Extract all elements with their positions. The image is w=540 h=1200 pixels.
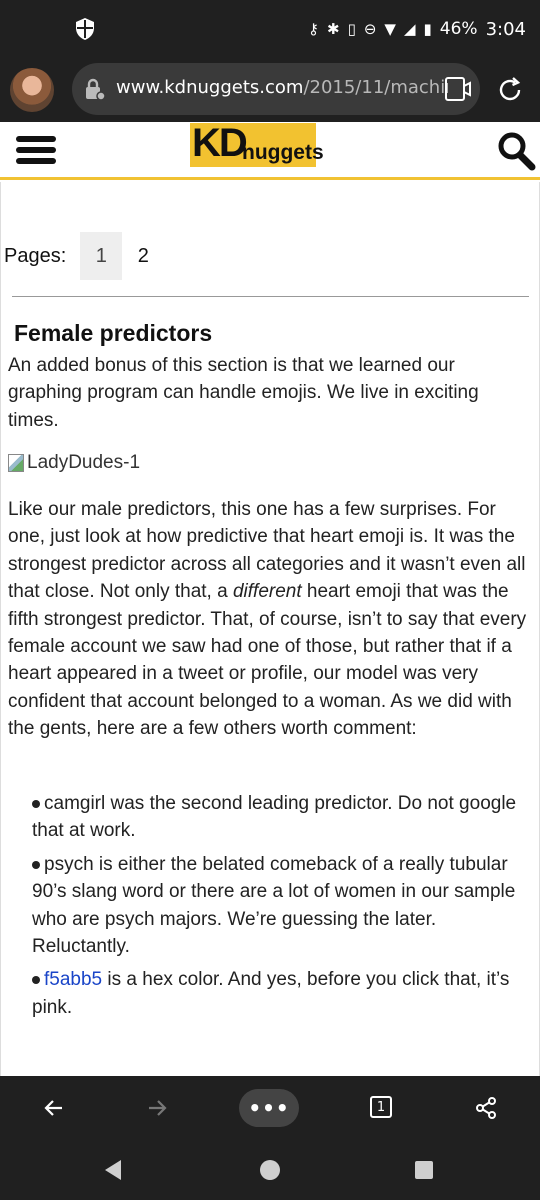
url-text[interactable]: www.kdnuggets.com/2015/11/machine [116,77,448,98]
reload-icon[interactable] [495,75,525,105]
pagination: Pages: 1 2 [4,232,164,280]
search-icon[interactable] [496,130,536,172]
battery-percent: 46% [439,19,478,39]
status-bar: ⚷ ✱ ▯ ⊖ ▼ ◢ ▮ 46% 3:04 [0,0,540,58]
back-arrow-icon[interactable] [34,1088,74,1128]
key-icon: ⚷ [308,19,319,38]
broken-image-icon [8,454,24,472]
image-alt-text: LadyDudes-1 [27,452,141,473]
address-bar[interactable]: www.kdnuggets.com/2015/11/machine [72,63,480,115]
bullet-list: camgirl was the second leading predictor… [32,790,522,1027]
dnd-icon: ⊖ [363,19,377,38]
list-item: psych is either the belated comeback of … [32,853,516,958]
body-paragraph: Like our male predictors, this one has a… [8,499,527,740]
list-item: camgirl was the second leading predictor… [32,793,517,842]
clock: 3:04 [485,18,526,40]
lock-icon[interactable] [82,77,106,101]
divider [12,296,529,297]
menu-icon[interactable] [16,136,56,164]
pagination-label: Pages: [4,244,67,267]
shield-icon [76,18,94,40]
browser-toolbar: ••• 1 [0,1076,540,1140]
vibrate-icon: ▯ [347,19,356,38]
web-page: KD nuggets Pages: 1 2 Female predictors … [0,122,540,1076]
site-header: KD nuggets [0,122,540,180]
status-icons: ⚷ ✱ ▯ ⊖ ▼ ◢ ▮ 46% 3:04 [308,16,526,42]
list-item: f5abb5 is a hex color. And yes, before y… [32,969,510,1018]
more-menu-button[interactable]: ••• [239,1089,299,1127]
page-2-link[interactable]: 2 [137,244,149,267]
tab-switcher-button[interactable]: 1 [370,1096,392,1118]
site-logo[interactable]: KD nuggets [190,122,324,167]
bluetooth-icon: ✱ [327,19,340,38]
broken-image: LadyDudes-1 [8,452,140,474]
section-title: Female predictors [14,320,213,346]
reader-mode-icon[interactable] [444,75,474,103]
share-icon[interactable] [466,1088,506,1128]
intro-paragraph: An added bonus of this section is that w… [8,355,479,431]
browser-address-row: www.kdnuggets.com/2015/11/machine [0,58,540,122]
nav-home-icon[interactable] [260,1160,280,1180]
nav-back-icon[interactable] [105,1160,121,1180]
signal-icon: ◢ [403,19,416,38]
hex-color-link[interactable]: f5abb5 [44,969,103,991]
nav-recents-icon[interactable] [415,1161,433,1179]
profile-avatar[interactable] [10,68,54,112]
wifi-icon: ▼ [384,19,396,38]
page-1: 1 [80,232,123,280]
forward-arrow-icon[interactable] [137,1088,177,1128]
battery-icon: ▮ [423,19,432,38]
system-nav-bar [0,1140,540,1200]
